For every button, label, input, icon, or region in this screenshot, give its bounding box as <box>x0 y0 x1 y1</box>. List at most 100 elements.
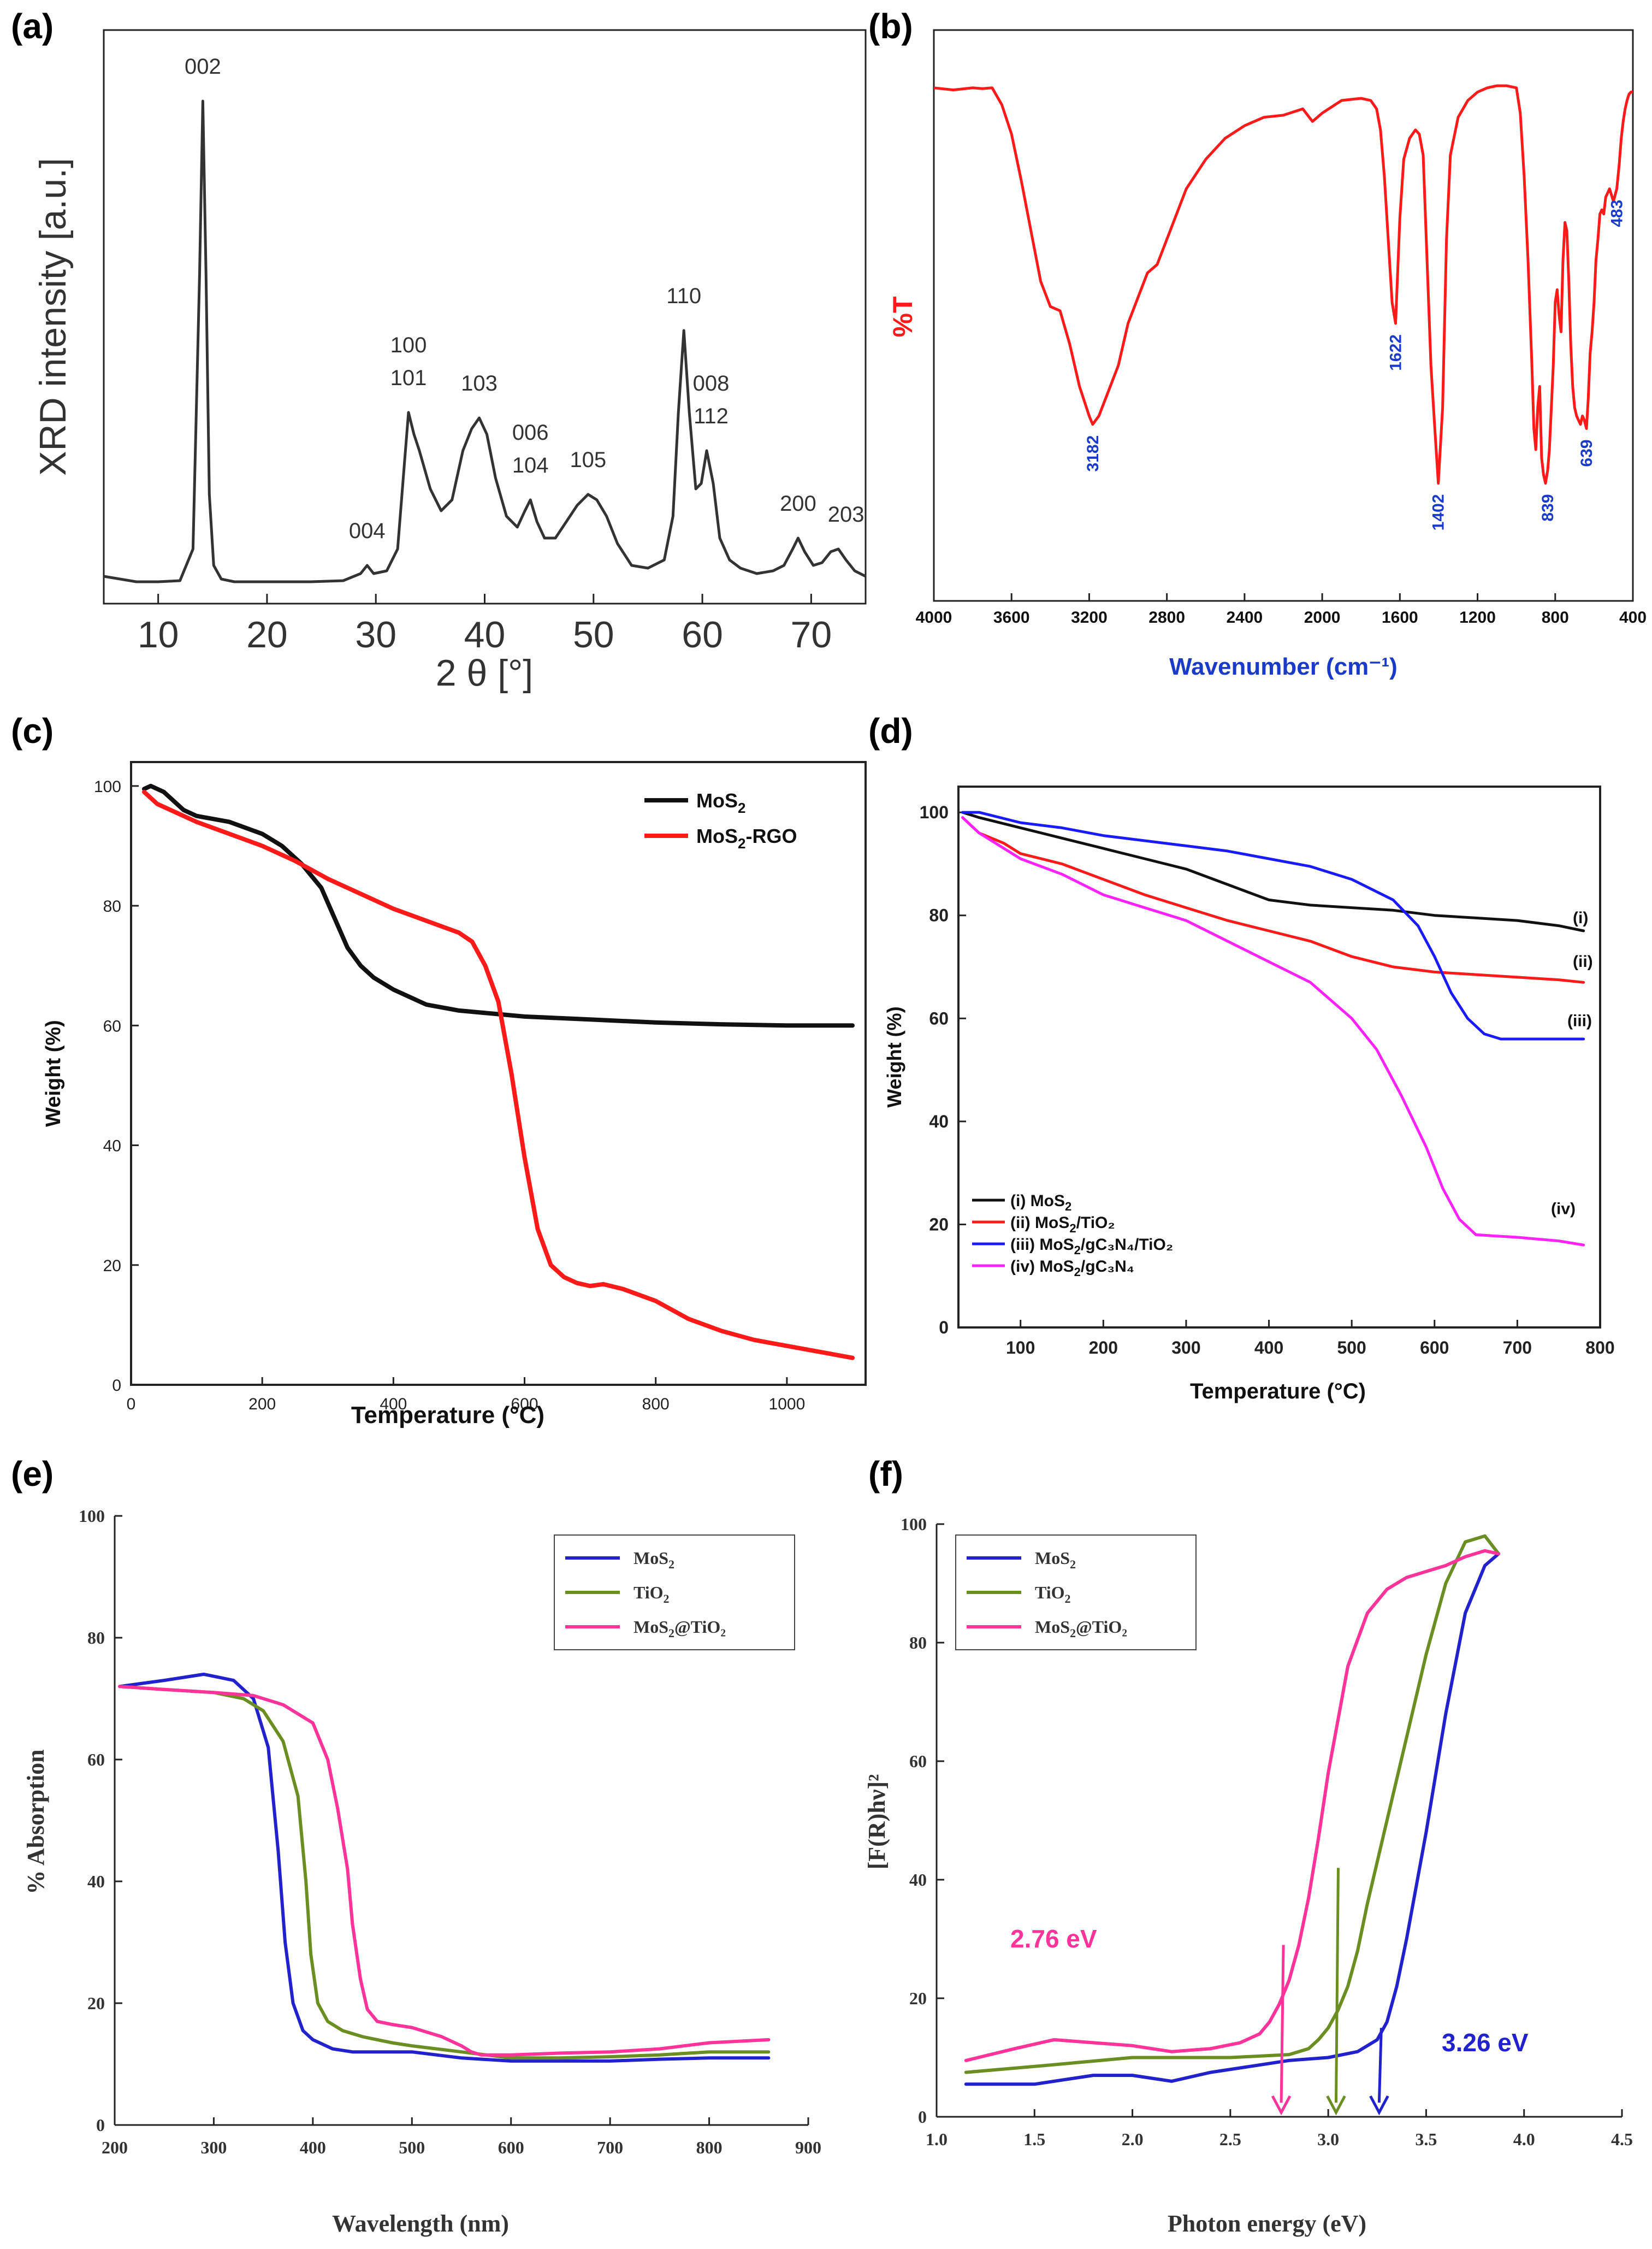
panel-b-x-tick-labels: 4000 3600 3200 2800 2400 2000 1600 1200 800 400 <box>916 609 1647 627</box>
panel-d-series-line <box>961 811 1585 932</box>
panel-c: 0 200 400 600 800 1000 0 20 40 60 80 100 MoS2 MoS2… <box>42 761 867 1429</box>
panel-e-y-tick-label: 40 <box>87 1872 105 1891</box>
panel-b-band-label: 1402 <box>1430 494 1448 531</box>
panel-label-b: (b) <box>868 7 913 46</box>
panel-d-x-tick-label: 500 <box>1337 1338 1366 1357</box>
panel-f-band-gap-arrow-shaft <box>1377 2028 1383 2103</box>
panel-e-y-tick-label: 20 <box>87 1993 105 2013</box>
panel-f-x-tick-label: 2.0 <box>1122 2129 1144 2149</box>
panel-a-peak-label: 112 <box>694 404 729 428</box>
panel-a-x-label: 2 θ [°] <box>436 652 533 694</box>
panel-c-y-tick-label: 20 <box>103 1257 121 1275</box>
panel-a-peak-label: 110 <box>666 284 701 308</box>
panel-f: 1.0 1.5 2.0 2.5 3.0 3.5 4.0 4.5 0 20 40 60 80 100 2.… <box>863 1514 1633 2237</box>
panel-e-legend-tio2: TiO2 <box>633 1583 670 1605</box>
panel-d-x-tick-label: 400 <box>1254 1338 1283 1357</box>
panel-f-y-tick-label: 40 <box>909 1870 927 1890</box>
panel-d-y-tick-label: 60 <box>929 1008 949 1028</box>
panel-a-peak-label: 006 <box>512 421 549 445</box>
panel-f-annotation-2-76: 2.76 eV <box>1010 1925 1097 1953</box>
panel-e-x-tick-label: 800 <box>696 2138 723 2157</box>
panel-b-x-ticks <box>933 593 1634 601</box>
panel-d-y-tick-label: 80 <box>929 906 949 925</box>
panel-e-x-tick-label: 900 <box>795 2138 821 2157</box>
panel-d-y-tick-labels: 0 20 40 60 80 100 <box>920 802 949 1337</box>
panel-d-legend-ii: (ii) MoS2/TiO₂ <box>1010 1214 1115 1235</box>
panel-f-y-tick-label: 0 <box>918 2107 927 2127</box>
panel-f-band-gap-arrow-shaft <box>1280 1945 1285 2103</box>
panel-d: 100 200 300 400 500 600 700 800 0 20 40 60 80 100 (i… <box>883 786 1615 1403</box>
panel-d-x-tick-label: 600 <box>1420 1338 1449 1357</box>
panel-a-peak-label: 203 <box>828 503 865 527</box>
panel-label-a: (a) <box>11 7 54 46</box>
panel-f-x-label: Photon energy (eV) <box>1168 2210 1366 2237</box>
panel-a-peak-labels: 002 004 100 101 103 006 104 105 110 008 112 200 203 <box>185 55 865 543</box>
panel-e-legend: MoS2 TiO2 MoS2@TiO₂ <box>554 1534 795 1650</box>
panel-b-x-tick-label: 2000 <box>1304 609 1341 627</box>
panel-a-peak-label: 100 <box>390 333 427 357</box>
panel-c-x-tick-label: 600 <box>511 1395 538 1413</box>
panel-c-legend: MoS2 MoS2-RGO <box>644 789 797 852</box>
panel-c-y-tick-labels: 0 20 40 60 80 100 <box>94 778 121 1395</box>
panel-c-x-tick-labels: 0 200 400 600 800 1000 <box>127 1395 806 1413</box>
panel-b-band-label: 483 <box>1608 200 1626 227</box>
panel-a-peak-label: 008 <box>693 371 730 396</box>
panel-e-y-tick-labels: 0 20 40 60 80 100 <box>79 1506 105 2135</box>
panel-e-series-line <box>118 1672 771 2063</box>
panel-e-series <box>118 1672 771 2063</box>
panel-c-y-tick-label: 80 <box>103 898 121 916</box>
panel-f-y-tick-labels: 0 20 40 60 80 100 <box>901 1514 927 2127</box>
panel-c-legend-mos2: MoS2 <box>696 789 745 816</box>
panel-a-peak-label: 101 <box>390 366 427 390</box>
panel-c-x-tick-label: 1000 <box>769 1395 806 1413</box>
panel-b-x-label: Wavenumber (cm⁻¹) <box>1169 653 1398 680</box>
panel-b-x-tick-label: 2400 <box>1227 609 1263 627</box>
panel-f-y-tick-label: 20 <box>909 1988 927 2008</box>
panel-b-band-labels: 3182 1622 1402 839 639 483 <box>1084 200 1626 531</box>
panel-a-x-tick-label: 50 <box>573 614 614 656</box>
panel-c-y-tick-label: 40 <box>103 1137 121 1155</box>
panel-d-legend-iv: (iv) MoS2/gC₃N₄ <box>1010 1258 1134 1279</box>
panel-b-ftir-line <box>933 84 1633 485</box>
panel-e-y-tick-label: 80 <box>87 1628 105 1648</box>
panel-f-legend-mos2-tio2: MoS2@TiO₂ <box>1035 1617 1127 1640</box>
panel-f-series-line <box>964 1552 1501 2086</box>
panel-d-curve-label: (ii) <box>1573 953 1593 971</box>
panel-f-x-tick-label: 3.5 <box>1415 2129 1437 2149</box>
panel-f-band-gap-arrow-head <box>1369 2095 1389 2116</box>
panel-b: 4000 3600 3200 2800 2400 2000 1600 1200 800 400 3… <box>887 29 1647 680</box>
panel-a-peak-label: 104 <box>512 453 549 477</box>
panel-b-x-tick-label: 4000 <box>916 609 952 627</box>
panel-f-x-tick-labels: 1.0 1.5 2.0 2.5 3.0 3.5 4.0 4.5 <box>926 2129 1633 2149</box>
panel-e-legend-mos2: MoS2 <box>633 1548 674 1571</box>
panel-f-y-tick-label: 100 <box>901 1514 927 1534</box>
panel-f-series-line <box>964 1549 1501 2062</box>
panel-d-curve-label: (i) <box>1573 909 1588 927</box>
panel-e-x-tick-label: 500 <box>399 2138 425 2157</box>
panel-b-frame <box>933 29 1634 602</box>
panel-c-series-line <box>142 783 855 1028</box>
panel-e: 200 300 400 500 600 700 800 900 0 20 40 60 80 100 Mo… <box>22 1506 821 2237</box>
panel-d-x-tick-label: 800 <box>1585 1338 1614 1357</box>
panel-c-legend-mos2-rgo: MoS2-RGO <box>696 825 797 852</box>
panel-c-x-label: Temperature (°C) <box>351 1402 544 1429</box>
panel-a-x-tick-label: 40 <box>464 614 506 656</box>
panel-a-peak-label: 200 <box>780 492 816 516</box>
panel-f-band-gap-arrow-shaft <box>1334 1868 1340 2103</box>
panel-a-xrd-line <box>103 99 867 583</box>
panel-b-x-tick-label: 3200 <box>1071 609 1108 627</box>
panel-b-x-tick-label: 2800 <box>1148 609 1185 627</box>
panel-e-x-tick-label: 300 <box>200 2138 227 2157</box>
panel-a-x-ticks <box>157 594 812 604</box>
panel-b-x-tick-label: 3600 <box>993 609 1030 627</box>
panel-c-y-tick-label: 100 <box>94 778 121 796</box>
panel-e-series-line <box>118 1685 771 2057</box>
panel-d-curve-labels: (i) (ii) (iii) (iv) <box>1551 909 1593 1218</box>
panel-a-x-tick-label: 30 <box>355 614 396 656</box>
panel-e-y-label: % Absorption <box>22 1749 49 1894</box>
panel-d-curve-label: (iv) <box>1551 1200 1576 1218</box>
panel-d-series-line <box>961 816 1585 1247</box>
panel-e-x-tick-label: 700 <box>597 2138 623 2157</box>
panel-f-x-tick-label: 1.5 <box>1023 2129 1045 2149</box>
panel-label-c: (c) <box>11 711 54 751</box>
